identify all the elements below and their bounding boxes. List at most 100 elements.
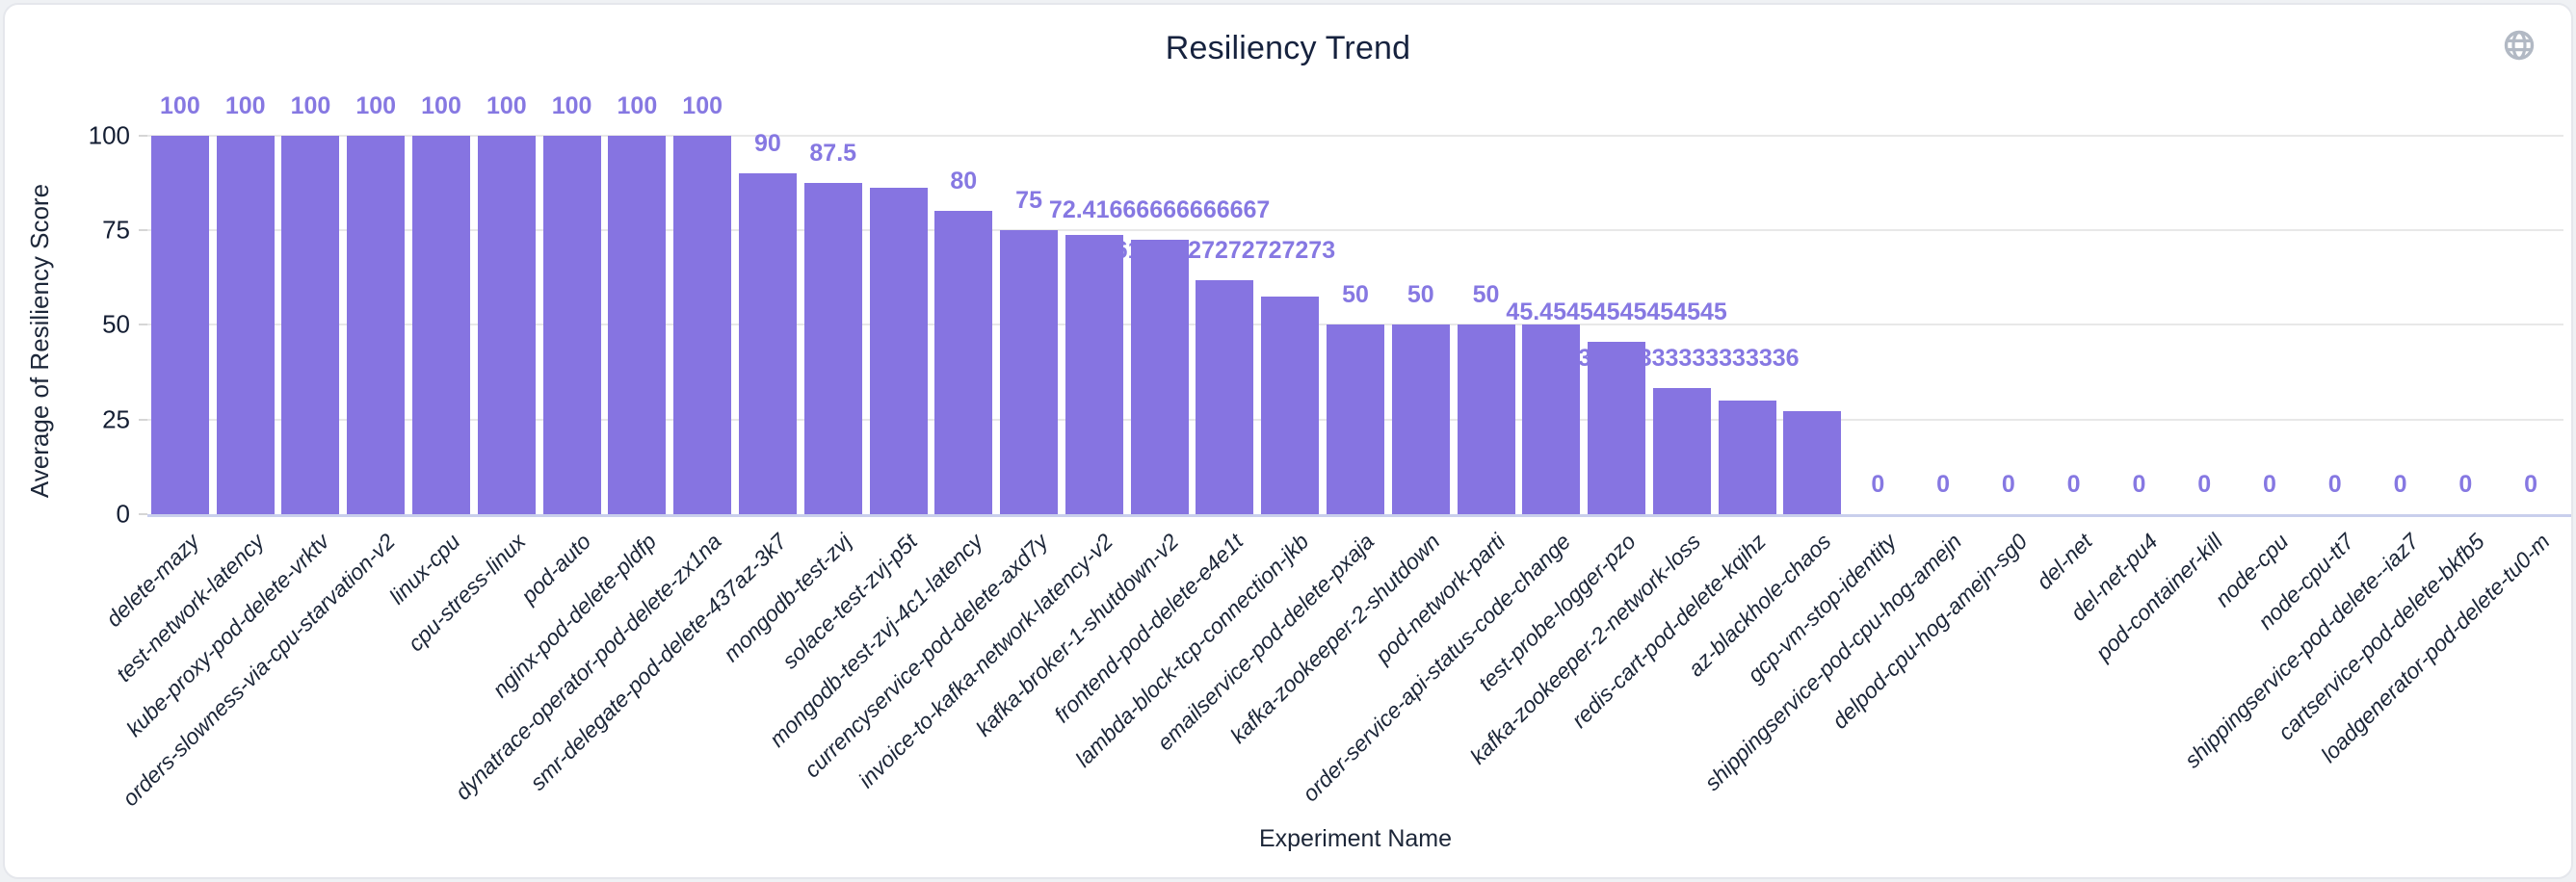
bar-slot: 0 [2432, 5, 2498, 514]
bar-slot: 75 [996, 5, 1062, 514]
bar-slot [1257, 5, 1323, 514]
bar-slot: 50 [1388, 5, 1454, 514]
bar-emailservice-pod-delete-pxaja[interactable] [1326, 324, 1384, 514]
bar-value-label: 80 [950, 168, 978, 195]
bar-slot: 33.333333333333336 [1564, 5, 1800, 514]
y-tick-mark [139, 418, 147, 421]
bar-dynatrace-operator-pod-delete-zx1na[interactable] [673, 135, 732, 514]
bar-slot: 100 [539, 5, 605, 514]
bar-value-label: 100 [290, 91, 331, 119]
bar-slot: 0 [2237, 5, 2302, 514]
bar-pod-auto[interactable] [542, 135, 601, 514]
bar-kafka-zookeeper-2-network-loss[interactable] [1652, 387, 1711, 514]
bar-value-label: 0 [1871, 471, 1885, 498]
y-tick-mark [139, 229, 147, 232]
bar-slot: 100 [343, 5, 408, 514]
bar-value-label: 100 [486, 91, 527, 119]
bar-slot: 0 [2041, 5, 2107, 514]
bar-value-label: 0 [2524, 471, 2538, 498]
bar-slot: 100 [474, 5, 539, 514]
y-tick-label-25: 25 [102, 404, 130, 434]
bar-slot [1518, 5, 1584, 514]
bar-slot: 0 [1910, 5, 1976, 514]
x-tick-label-shippingservice-pod-delete--iaz7[interactable]: shippingservice-pod-delete--iaz7 [2179, 529, 2424, 773]
x-tick-label-currencyservice-pod-delete-axd7y[interactable]: currencyservice-pod-delete-axd7y [799, 529, 1053, 783]
bar-value-label: 50 [1472, 281, 1500, 309]
bar-slot [1715, 5, 1780, 514]
y-tick-label-0: 0 [116, 499, 130, 529]
bar-delete-mazy[interactable] [150, 135, 209, 514]
bar-value-label: 100 [224, 91, 266, 119]
bar-slot: 100 [147, 5, 213, 514]
bar-value-label: 100 [421, 91, 461, 119]
bar-value-label: 0 [2132, 471, 2146, 498]
y-tick-label-100: 100 [88, 120, 130, 150]
gridline-y-75 [147, 229, 2563, 232]
bar-linux-cpu[interactable] [412, 135, 471, 514]
gridline-y-100 [147, 134, 2563, 137]
bar-value-label: 0 [2263, 471, 2276, 498]
x-axis-title: Experiment Name [1258, 825, 1453, 852]
bar-slot [866, 5, 932, 514]
bar-frontend-pod-delete-e4e1t[interactable] [1196, 280, 1254, 514]
bar-test-probe-logger-pzo[interactable] [1588, 342, 1646, 514]
bar-redis-cart-pod-delete-kqihz[interactable] [1718, 401, 1776, 514]
bar-slot: 0 [1976, 5, 2041, 514]
bar-slot: 80 [931, 5, 996, 514]
bar-mongodb-test-zvj[interactable] [803, 183, 862, 514]
bar-slot: 100 [278, 5, 344, 514]
bar-nginx-pod-delete-pldfp[interactable] [608, 135, 667, 514]
bar-value-label: 75 [1015, 187, 1042, 215]
bar-az-blackhole-chaos[interactable] [1783, 410, 1842, 514]
bar-pod-network-parti[interactable] [1457, 324, 1515, 514]
chart-title: Resiliency Trend [1165, 30, 1411, 66]
bar-slot: 45.45454545454545 [1506, 5, 1727, 514]
bar-value-label: 100 [617, 91, 658, 119]
bar-slot [1780, 5, 1846, 514]
bar-value-label: 100 [551, 91, 592, 119]
y-tick-label-50: 50 [102, 309, 130, 339]
bar-solace-test-zvj-p5t[interactable] [869, 187, 928, 514]
bar-value-label: 90 [754, 130, 781, 158]
bar-cpu-stress-linux[interactable] [477, 135, 536, 514]
bar-slot: 0 [2302, 5, 2368, 514]
bar-invoice-to-kafka-network-latency-v2[interactable] [1065, 235, 1123, 514]
bar-value-label: 100 [682, 91, 723, 119]
bar-slot [1062, 5, 1127, 514]
chart-card: Resiliency Trend Average of Resiliency S… [3, 3, 2573, 879]
bar-slot: 100 [408, 5, 474, 514]
bar-kafka-broker-1-shutdown-v2[interactable] [1130, 240, 1189, 514]
bar-slot: 0 [2107, 5, 2172, 514]
bar-slot: 0 [1845, 5, 1910, 514]
bar-value-label: 0 [2458, 471, 2473, 498]
bar-slot: 87.5 [801, 5, 866, 514]
x-axis-line [147, 514, 2571, 517]
bar-slot: 61.72727272727273 [1115, 5, 1335, 514]
bar-kube-proxy-pod-delete-vrktv[interactable] [281, 135, 340, 514]
bar-value-label: 0 [2001, 471, 2015, 498]
bar-slot: 0 [2498, 5, 2563, 514]
bar-value-label: 0 [2066, 471, 2081, 498]
bar-slot: 100 [213, 5, 278, 514]
bar-slot: 50 [1323, 5, 1388, 514]
bar-order-service-api-status-code-change[interactable] [1522, 324, 1581, 514]
y-tick-mark [139, 324, 147, 326]
bar-value-label: 0 [2197, 471, 2212, 498]
bar-slot: 0 [2368, 5, 2433, 514]
bar-slot: 100 [670, 5, 735, 514]
bar-lambda-block-tcp-connection-jkb[interactable] [1261, 296, 1320, 514]
bar-orders-slowness-via-cpu-starvation-v2[interactable] [347, 135, 406, 514]
y-tick-mark [139, 513, 147, 515]
bar-value-label: 0 [2327, 471, 2342, 498]
bar-currencyservice-pod-delete-axd7y[interactable] [1000, 230, 1059, 514]
bar-smr-delegate-pod-delete-437az-3k7[interactable] [738, 173, 797, 514]
bar-value-label: 0 [1936, 471, 1950, 498]
bar-kafka-zookeeper-2-shutdown[interactable] [1391, 324, 1450, 514]
x-tick-label-cpu-stress-linux[interactable]: cpu-stress-linux [402, 529, 531, 657]
bar-mongodb-test-zvj-4c1-latency[interactable] [934, 211, 993, 514]
bar-test-network-latency[interactable] [216, 135, 275, 514]
bar-value-label: 72.41666666666667 [1048, 196, 1271, 224]
bar-value-label: 50 [1342, 281, 1369, 309]
bar-slot: 50 [1454, 5, 1519, 514]
globe-icon [2502, 28, 2537, 63]
